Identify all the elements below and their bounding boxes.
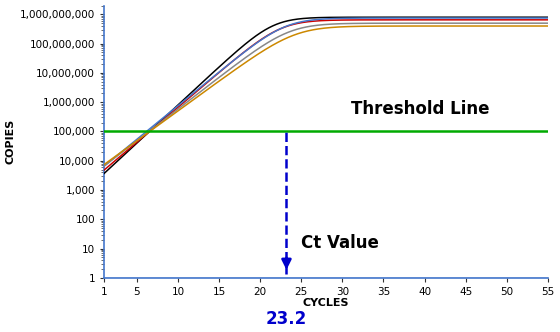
Text: Threshold Line: Threshold Line: [351, 100, 489, 118]
Text: Ct Value: Ct Value: [301, 234, 379, 252]
Y-axis label: COPIES: COPIES: [6, 119, 16, 164]
Text: 23.2: 23.2: [266, 310, 307, 328]
X-axis label: CYCLES: CYCLES: [302, 298, 349, 308]
